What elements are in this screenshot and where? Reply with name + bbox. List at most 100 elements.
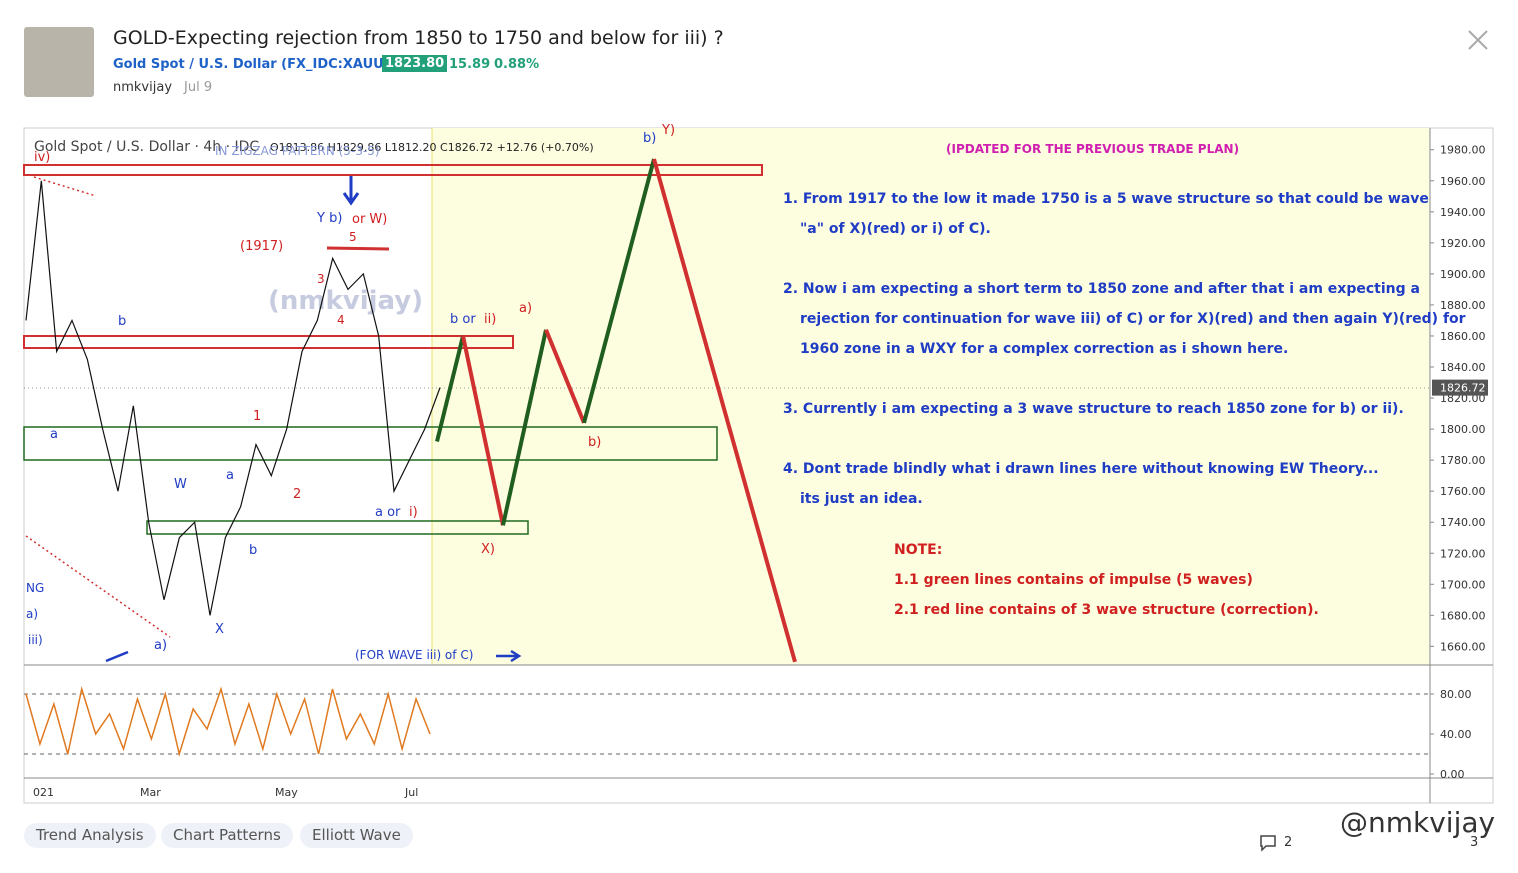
tag[interactable]: Chart Patterns — [161, 823, 293, 848]
annotation: 1 — [253, 409, 262, 424]
legend-symbol: Gold Spot / U.S. Dollar · 4h · IDC — [34, 139, 259, 155]
osc-tick-label: 80.00 — [1440, 688, 1472, 701]
y-tick-label: 1740.00 — [1440, 516, 1486, 529]
symbol[interactable]: Gold Spot / U.S. Dollar (FX_IDC:XAUUSD) — [113, 57, 410, 72]
price-line — [25, 180, 441, 616]
annotation: iii) — [28, 633, 43, 647]
y-tick-label: 1980.00 — [1440, 144, 1486, 157]
note-title: NOTE: — [894, 542, 943, 558]
y-tick-label: 1860.00 — [1440, 330, 1486, 343]
note-line: "a" of X)(red) or i) of C). — [800, 221, 991, 237]
annotation: 5 — [349, 230, 357, 244]
annotation: or W) — [352, 212, 388, 227]
arrow — [496, 649, 522, 663]
annotation: a) — [26, 607, 39, 621]
y-tick-label: 1960.00 — [1440, 175, 1486, 188]
annotation: (FOR WAVE iii) of C) — [355, 648, 474, 662]
last-price-tag — [1432, 379, 1488, 396]
date: Jul 9 — [184, 80, 213, 95]
last-price-label: 1826.72 — [1440, 382, 1486, 395]
annotation: a or — [375, 505, 401, 520]
tag[interactable]: Trend Analysis — [24, 823, 156, 848]
note-line: its just an idea. — [800, 491, 923, 507]
y-tick-label: 1940.00 — [1440, 206, 1486, 219]
avatar[interactable] — [24, 27, 94, 97]
annotation: a — [226, 468, 234, 483]
y-tick-label: 1880.00 — [1440, 299, 1486, 312]
annotation: 4 — [337, 313, 345, 327]
trendline — [25, 176, 171, 638]
annotation: ii) — [484, 312, 497, 327]
oscillator — [25, 686, 431, 757]
annotation: IN ZIGZAG PATTERN (5-3-5) — [215, 144, 380, 158]
y-tick-label: 1700.00 — [1440, 578, 1486, 591]
wave-line — [461, 335, 505, 526]
watermark: @nmkvijay — [1340, 806, 1496, 839]
y-tick-label: 1920.00 — [1440, 237, 1486, 250]
annotation: (1917) — [240, 239, 284, 254]
annotation: W — [174, 477, 187, 492]
wave-line — [435, 335, 465, 442]
ohlc: O1813.86 H1829.86 L1812.20 C1826.72 +12.… — [270, 141, 594, 154]
change-pct: 0.88% — [494, 57, 540, 72]
arrow — [105, 650, 129, 663]
zone — [146, 520, 529, 535]
osc-tick-label: 40.00 — [1440, 728, 1472, 741]
x-label: 021 — [33, 786, 54, 799]
y-tick-label: 1760.00 — [1440, 485, 1486, 498]
note-line: 2. Now i am expecting a short term to 18… — [783, 281, 1420, 297]
comment-count: 2 — [1284, 835, 1293, 850]
zone — [23, 335, 514, 349]
x-label: May — [275, 786, 298, 799]
annotation: X — [215, 622, 224, 637]
tag[interactable]: Elliott Wave — [300, 823, 413, 848]
x-label: Jul — [404, 786, 418, 799]
annotation: a) — [519, 301, 533, 316]
note-line: 1960 zone in a WXY for a complex correct… — [800, 341, 1289, 357]
wave-line — [652, 158, 797, 663]
change: 15.89 — [449, 57, 491, 72]
note-line: 4. Dont trade blindly what i drawn lines… — [783, 461, 1379, 477]
y-tick-label: 1780.00 — [1440, 454, 1486, 467]
y-tick-label: 1720.00 — [1440, 547, 1486, 560]
comment-icon[interactable] — [1259, 834, 1277, 852]
forecast-area — [432, 128, 1430, 665]
wave-line — [582, 158, 656, 424]
price-tag: 1823.80 — [382, 55, 448, 72]
watermark: (nmkvijay) — [268, 286, 423, 316]
y-tick-label: 1900.00 — [1440, 268, 1486, 281]
author[interactable]: nmkvijay — [113, 80, 173, 95]
note-line: rejection for continuation for wave iii)… — [800, 311, 1466, 327]
y-tick-label: 1680.00 — [1440, 609, 1486, 622]
note-line: 2.1 red line contains of 3 wave structur… — [894, 602, 1319, 618]
zone — [23, 426, 718, 461]
marker — [326, 246, 390, 251]
annotation: a) — [154, 638, 168, 653]
x-label: Mar — [140, 786, 161, 799]
note-line: 1.1 green lines contains of impulse (5 w… — [894, 572, 1253, 588]
annotation: b — [249, 543, 258, 558]
annotation: i) — [409, 505, 418, 520]
annotation: X) — [481, 542, 495, 557]
wave-line — [501, 329, 548, 526]
annotation: a — [50, 427, 58, 442]
close-button[interactable] — [1466, 28, 1490, 52]
arrow — [342, 176, 360, 206]
annotation: 2 — [293, 487, 302, 502]
y-tick-label: 1660.00 — [1440, 640, 1486, 653]
zone — [23, 164, 763, 176]
annotation: 3 — [317, 272, 325, 286]
note-line: 3. Currently i am expecting a 3 wave str… — [783, 401, 1404, 417]
y-tick-label: 1800.00 — [1440, 423, 1486, 436]
annotation: b or — [450, 312, 476, 327]
y-tick-label: 1840.00 — [1440, 361, 1486, 374]
annotation: b) — [643, 131, 657, 146]
idea-title: GOLD-Expecting rejection from 1850 to 17… — [113, 27, 724, 49]
annotation: NG — [26, 581, 45, 595]
wave-line — [544, 329, 586, 424]
annotation: Y) — [662, 123, 676, 138]
annotation: Y b) — [317, 211, 343, 226]
annotation: iv) — [34, 150, 51, 165]
